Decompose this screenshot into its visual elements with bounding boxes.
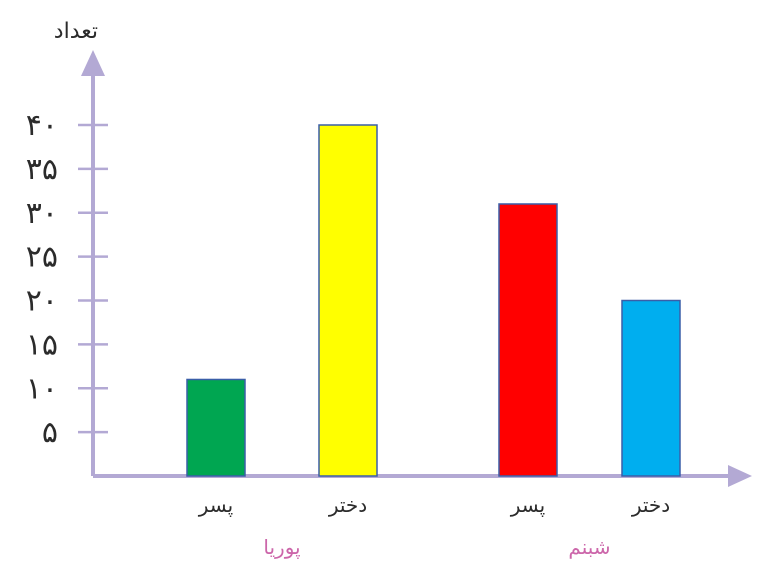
group-label: پوریا	[263, 535, 300, 560]
category-label: پسر	[198, 493, 233, 518]
y-axis-title: تعداد	[54, 19, 98, 44]
bar	[498, 203, 558, 477]
bars	[186, 124, 681, 477]
category-label: پسر	[510, 493, 545, 518]
bar	[318, 124, 378, 477]
y-tick-label: ۴۰	[26, 108, 58, 143]
category-label: دختر	[328, 493, 367, 517]
y-tick-label: ۱۵	[26, 327, 58, 362]
y-tick-label: ۳۵	[26, 152, 58, 187]
y-tick-label: ۳۰	[26, 196, 58, 231]
y-tick-label: ۲۰	[26, 284, 58, 319]
x-axis-arrow	[728, 465, 752, 487]
y-ticks: ۵ ۱۰ ۱۵ ۲۰ ۲۵ ۳۰ ۳۵ ۴۰	[26, 108, 108, 450]
category-label: دختر	[631, 493, 670, 517]
category-labels: پسر دختر پوریا پسر دختر شبنم	[198, 493, 670, 560]
bar	[186, 378, 246, 477]
y-tick-label: ۱۰	[26, 371, 58, 406]
y-tick-label: ۵	[42, 415, 58, 450]
y-tick-label: ۲۵	[26, 240, 58, 275]
y-axis-arrow	[81, 50, 105, 76]
bar	[621, 299, 681, 477]
group-label: شبنم	[568, 535, 610, 559]
